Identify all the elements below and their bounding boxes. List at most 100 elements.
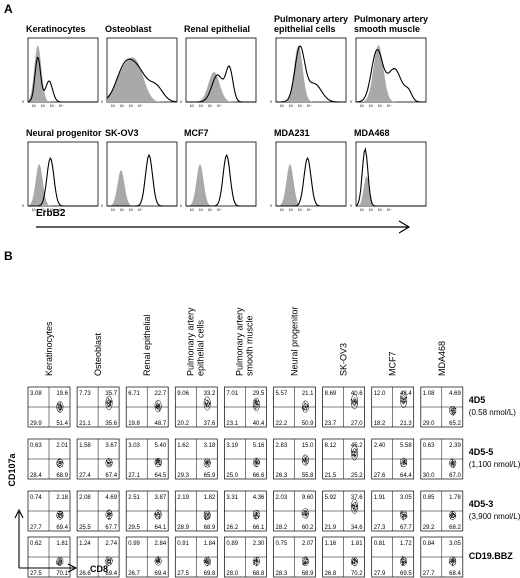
x-tick-label: 10³ [208, 104, 213, 108]
isotype-histogram [107, 170, 177, 206]
quadrant-value: 7.01 [226, 391, 238, 397]
quadrant-value: 26.7 [128, 571, 140, 577]
event-density [203, 510, 211, 521]
erbb2-histogram [106, 58, 178, 103]
isotype-histogram [28, 45, 98, 102]
event-density [449, 405, 457, 416]
quadrant-value: 3.18 [204, 443, 216, 449]
quadrant-value: 27.3 [374, 525, 386, 531]
quadrant-value: 3.31 [226, 495, 238, 501]
x-tick-label: 10² [41, 104, 46, 108]
event-density [252, 457, 261, 468]
quadrant-value: 0.74 [30, 495, 42, 501]
quadrant-value: 51.4 [56, 421, 68, 427]
quadrant-value: 1.82 [204, 495, 216, 501]
dotplot-1-3: 1.62 3.18 29.3 65.9 [174, 438, 218, 480]
histogram-title: Neural progenitor [26, 128, 102, 138]
quadrant-value: 67.4 [105, 473, 117, 479]
erbb2-histogram [186, 153, 256, 207]
quadrant-value: 8.69 [325, 391, 337, 397]
quadrant-value: 35.7 [105, 391, 117, 397]
quadrant-value: 35.6 [105, 421, 117, 427]
dotplot-1-5: 2.83 15.0 26.3 55.8 [273, 438, 316, 480]
quadrant-value: 9.60 [302, 495, 314, 501]
isotype-histogram [276, 164, 346, 206]
quadrant-value: 4.36 [253, 495, 265, 501]
quadrant-value: 65.9 [204, 473, 216, 479]
isotype-histogram [356, 176, 426, 206]
row-label: 4D5-3 [469, 499, 494, 509]
quadrant-value: 7.73 [79, 391, 91, 397]
event-density [203, 458, 211, 468]
quadrant-value: 5.16 [253, 443, 265, 449]
histogram-title: Pulmonary artery smooth muscle [354, 14, 428, 34]
x-tick-label: 10¹ [360, 104, 365, 108]
event-density [105, 457, 113, 468]
x-tick-label: 10⁴ [138, 104, 144, 108]
quadrant-value: 29.0 [423, 421, 435, 427]
dotplot-3-6: 1.16 1.81 26.8 70.2 [322, 536, 365, 578]
panel-b-label: B [4, 249, 13, 263]
quadrant-value: 27.5 [30, 571, 42, 577]
column-header: Keratinocytes [44, 321, 54, 376]
histogram-0-3: Pulmonary artery epithelial cells 0 10¹ 10² 1… [270, 14, 348, 108]
dotplot-2-8: 0.85 1.78 29.2 68.2 [420, 490, 464, 532]
x-tick-label: 10² [120, 208, 125, 212]
quadrant-value: 0.81 [374, 541, 386, 547]
column-header: SK-OV3 [339, 343, 349, 376]
dotplot-2-7: 1.91 3.05 27.3 67.7 [371, 490, 415, 532]
row-sublabel: (3,900 nmol/L) [469, 512, 520, 521]
x-tick-label: 10² [369, 104, 374, 108]
quadrant-value: 5.58 [400, 443, 412, 449]
quadrant-value: 3.87 [155, 495, 167, 501]
quadrant-value: 66.6 [253, 473, 265, 479]
quadrant-value: 22.2 [276, 421, 288, 427]
histogram-1-1: SK-OV3 0 10¹ 10² 10³ 10⁴ [101, 128, 178, 212]
dotplot-3-4: 0.89 2.30 28.0 68.8 [224, 536, 267, 578]
dotplot-3-2: 0.99 2.84 26.7 69.4 [125, 536, 169, 578]
erbb2-histogram [28, 156, 98, 207]
erbb2-histogram [355, 48, 426, 103]
quadrant-value: 1.16 [325, 541, 337, 547]
quadrant-value: 55.8 [302, 473, 314, 479]
quadrant-value: 70.2 [351, 571, 363, 577]
quadrant-value: 64.1 [155, 525, 167, 531]
row-sublabel: (0.58 nmol/L) [469, 408, 516, 417]
quadrant-value: 1.78 [449, 495, 461, 501]
cd107a-axis-label: CD107a [7, 453, 17, 487]
quadrant-value: 69.4 [56, 525, 68, 531]
quadrant-value: 27.9 [374, 571, 386, 577]
quadrant-value: 3.08 [30, 391, 42, 397]
quadrant-value: 3.19 [226, 443, 238, 449]
dotplot-2-4: 3.31 4.36 26.2 66.1 [224, 490, 267, 532]
quadrant-value: 68.9 [56, 473, 68, 479]
quadrant-value: 21.1 [79, 421, 91, 427]
quadrant-value: 2.39 [449, 443, 461, 449]
dotplot-0-8: 1.08 4.69 29.0 65.2 [420, 386, 464, 428]
dotplot-2-1: 2.08 4.69 25.5 67.7 [76, 490, 120, 532]
isotype-histogram [276, 45, 346, 102]
event-density [350, 499, 359, 514]
dotplot-3-1: 1.24 2.74 26.6 69.4 [76, 536, 120, 578]
x-tick-label: 10³ [129, 208, 134, 212]
histogram-0-1: Osteoblast 0 10¹ 10² 10³ 10⁴ [101, 24, 178, 108]
quadrant-value: 23.1 [226, 421, 238, 427]
quadrant-value: 50.9 [302, 421, 314, 427]
event-density [301, 400, 309, 413]
x-tick-label: 10² [289, 104, 294, 108]
histogram-1-0: Neural progenitor 0 10¹ 10² 10³ 10⁴ [22, 128, 102, 212]
quadrant-value: 2.51 [128, 495, 140, 501]
quadrant-value: 0.75 [276, 541, 288, 547]
x-tick-label: 10¹ [360, 208, 365, 212]
x-tick-label: 10³ [298, 104, 303, 108]
quadrant-value: 19.6 [56, 391, 68, 397]
quadrant-value: 33.2 [204, 391, 216, 397]
quadrant-value: 6.71 [128, 391, 140, 397]
x-tick-label: 10¹ [190, 208, 195, 212]
x-tick-label: 10¹ [190, 104, 195, 108]
dotplot-1-7: 2.40 5.58 27.6 64.4 [371, 438, 415, 480]
column-header: Renal epithelial [142, 314, 152, 376]
dotplot-0-1: 7.73 35.7 21.1 35.6 [76, 386, 120, 428]
x-tick-label: 10² [199, 104, 204, 108]
quadrant-value: 45.2 [351, 443, 363, 449]
